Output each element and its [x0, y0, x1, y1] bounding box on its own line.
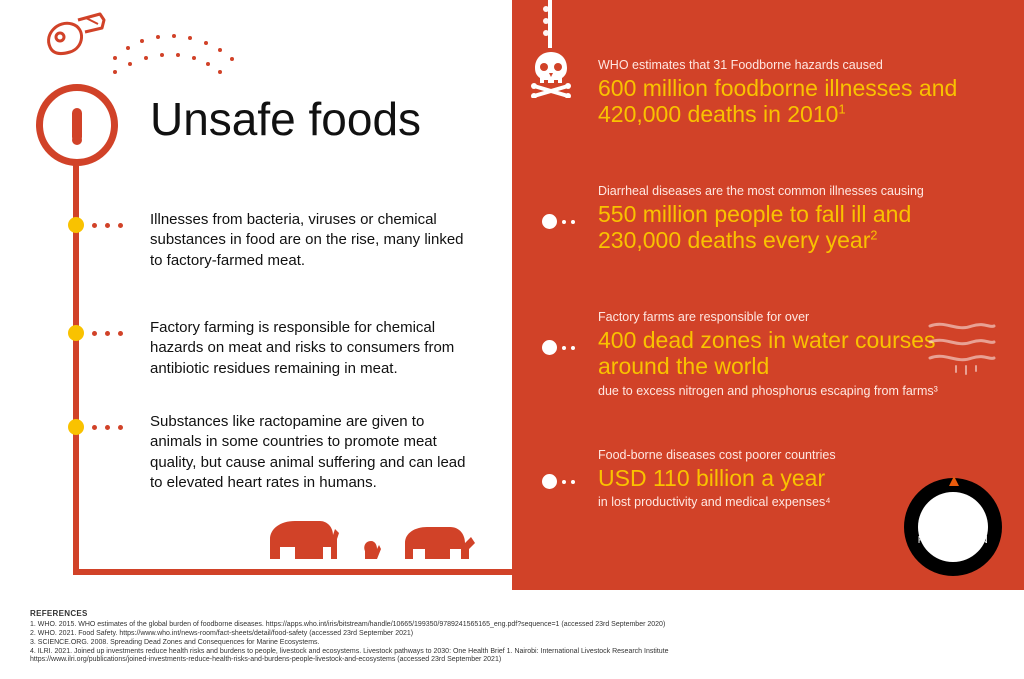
warning-icon — [36, 84, 118, 166]
timeline-bottom — [73, 569, 512, 575]
right-bullet-marker — [542, 214, 575, 229]
skull-icon — [530, 50, 572, 103]
stat-intro: Food-borne diseases cost poorer countrie… — [598, 448, 994, 462]
infographic-root: Unsafe foods Illnesses from bacteria, vi… — [0, 0, 1024, 590]
stat-intro: WHO estimates that 31 Foodborne hazards … — [598, 58, 994, 72]
page-title: Unsafe foods — [150, 92, 421, 146]
stat-outro: due to excess nitrogen and phosphorus es… — [598, 383, 994, 399]
stat-headline: 600 million foodborne illnesses and 420,… — [598, 75, 994, 128]
timeline-line-right — [548, 0, 552, 48]
right-panel: WHO estimates that 31 Foodborne hazards … — [512, 0, 1024, 590]
right-bullet-marker — [542, 340, 575, 355]
farm-animals-icon — [265, 509, 505, 569]
right-bullet-marker — [542, 474, 575, 489]
reference-item: 4. ILRI. 2021. Joined up investments red… — [30, 648, 994, 657]
left-bullet-text: Illnesses from bacteria, viruses or chem… — [150, 210, 470, 271]
left-bullet-text: Substances like ractopamine are given to… — [150, 412, 470, 493]
references-footer: REFERENCES 1. WHO. 2015. WHO estimates o… — [30, 609, 994, 665]
left-bullet-marker — [68, 325, 123, 341]
meat-icon — [40, 12, 110, 72]
stat-intro: Diarrheal diseases are the most common i… — [598, 184, 994, 198]
left-bullet-marker — [68, 217, 123, 233]
left-bullet-text: Factory farming is responsible for chemi… — [150, 318, 470, 379]
stat-headline: 550 million people to fall ill and 230,0… — [598, 201, 994, 254]
reference-item: 2. WHO. 2021. Food Safety. https://www.w… — [30, 630, 994, 639]
world-animal-protection-logo: WORLD ANIMAL PROTECTION — [904, 478, 1002, 576]
right-bullet: Diarrheal diseases are the most common i… — [598, 184, 994, 254]
reference-item: 1. WHO. 2015. WHO estimates of the globa… — [30, 621, 994, 630]
dotted-arc-decor — [110, 28, 270, 93]
left-panel: Unsafe foods Illnesses from bacteria, vi… — [0, 0, 512, 590]
left-bullet-marker — [68, 419, 123, 435]
reference-item: 3. SCIENCE.ORG. 2008. Spreading Dead Zon… — [30, 639, 994, 648]
references-heading: REFERENCES — [30, 609, 994, 619]
right-bullet: WHO estimates that 31 Foodborne hazards … — [598, 58, 994, 128]
water-flow-icon — [926, 316, 996, 381]
reference-item: https://www.ilri.org/publications/joined… — [30, 656, 994, 665]
